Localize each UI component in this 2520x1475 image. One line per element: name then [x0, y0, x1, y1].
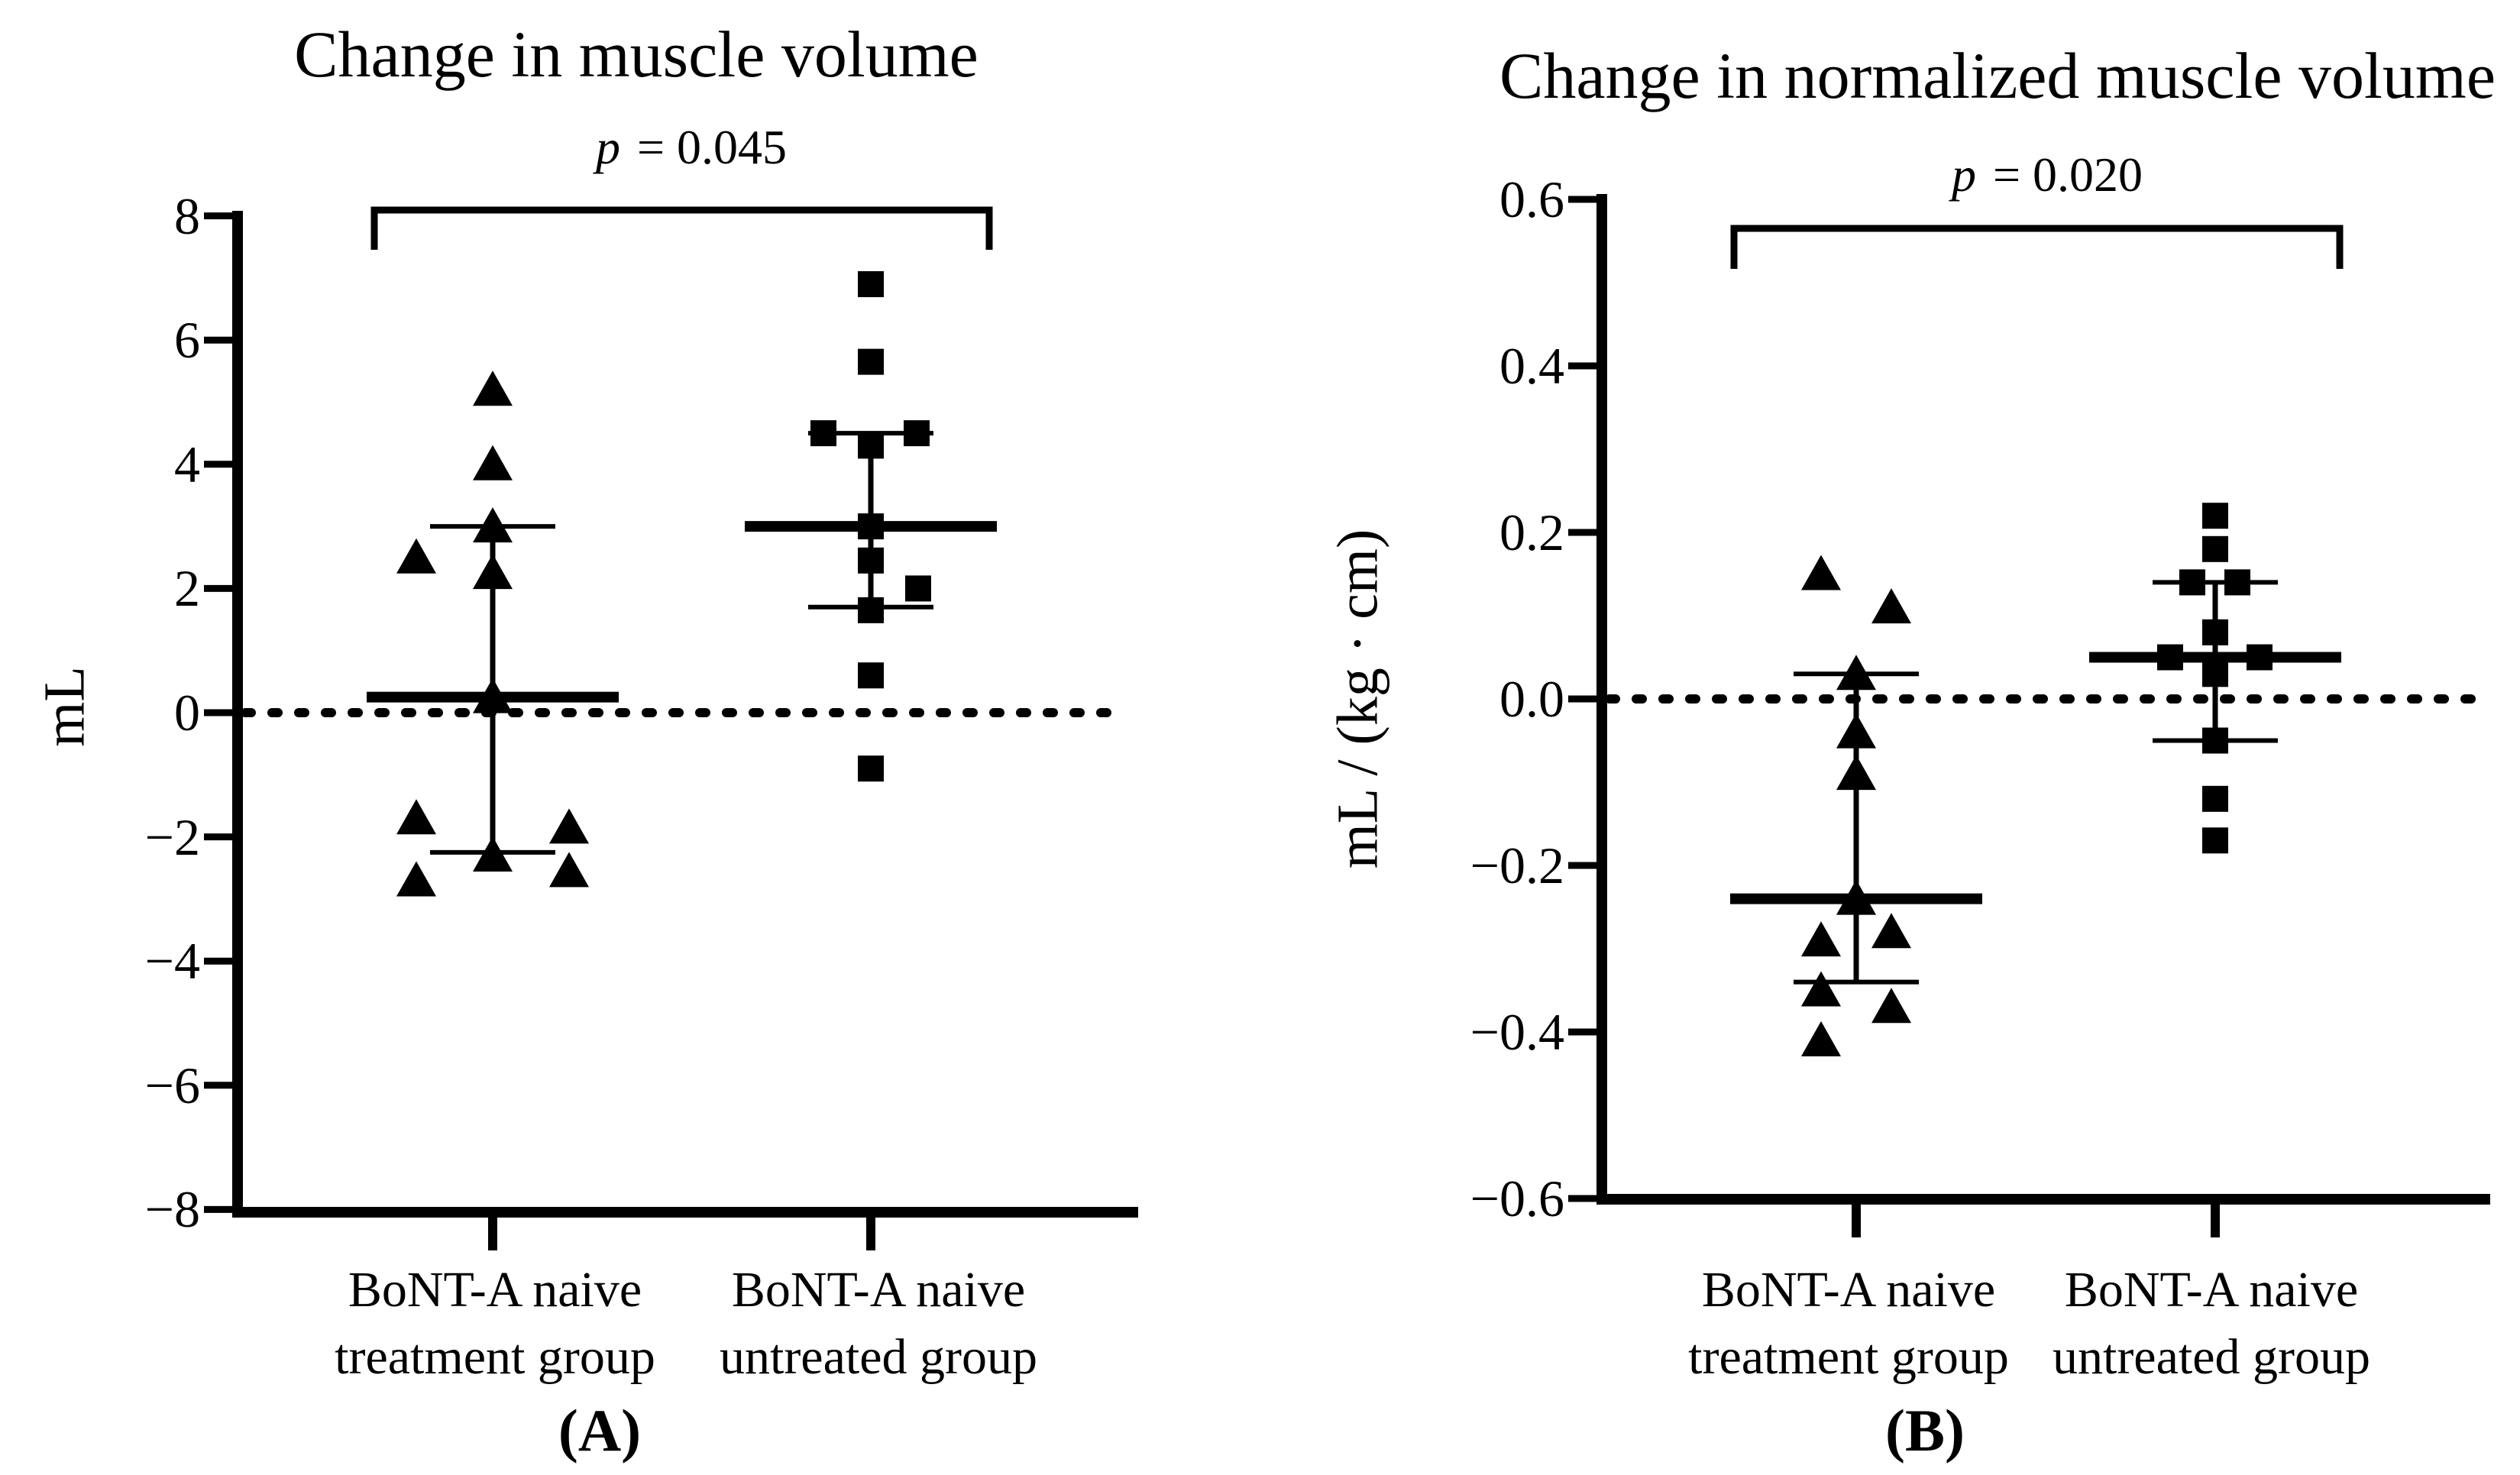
panel-b-title: Change in normalized muscle volume	[1499, 39, 2496, 112]
triangle-marker	[1801, 555, 1841, 590]
triangle-marker	[1801, 971, 1841, 1007]
square-marker	[858, 547, 884, 574]
significance-bracket	[1730, 225, 2344, 269]
group-label-line: BoNT-A naive	[731, 1262, 1026, 1318]
triangle-marker	[473, 445, 513, 480]
triangle-marker	[1836, 655, 1876, 691]
square-marker	[2202, 827, 2228, 854]
y-tick-label: 4	[174, 435, 200, 493]
square-marker	[904, 420, 930, 447]
significance-bracket	[370, 206, 993, 250]
y-tick-label: 0.4	[1499, 337, 1564, 395]
panel-a-group-label-untreated: BoNT-A naive untreated group	[626, 1257, 1131, 1391]
triangle-marker	[1836, 879, 1876, 915]
y-tick-label: −6	[144, 1056, 200, 1114]
square-marker	[2202, 785, 2228, 812]
triangle-marker	[1836, 713, 1876, 749]
square-marker	[2224, 569, 2250, 596]
p-variable: p	[1951, 147, 1976, 202]
group-label-line: treatment group	[335, 1329, 655, 1385]
square-marker	[905, 575, 931, 602]
panel-b-caption: (B)	[1885, 1397, 1965, 1464]
triangle-marker	[396, 799, 436, 835]
panel-b-pvalue: p = 0.020	[1818, 147, 2276, 202]
triangle-marker	[473, 507, 513, 543]
square-marker	[2202, 727, 2228, 754]
y-tick-label: 2	[174, 559, 200, 618]
square-marker	[2247, 644, 2273, 671]
panel-a-title: Change in muscle volume	[294, 18, 979, 91]
triangle-marker	[396, 538, 436, 574]
square-marker	[2202, 535, 2228, 562]
y-tick-label: −0.2	[1470, 836, 1564, 894]
p-comparison: = 0.020	[1980, 147, 2143, 202]
y-tick-label: −0.4	[1470, 1003, 1564, 1061]
square-marker	[2202, 503, 2228, 529]
triangle-marker	[549, 808, 589, 844]
triangle-marker	[473, 370, 513, 406]
panel-a-caption: (A)	[558, 1397, 642, 1464]
y-tick-label: 0.2	[1499, 503, 1564, 561]
square-marker	[858, 755, 884, 782]
square-marker	[858, 271, 884, 298]
group-label-line: BoNT-A naive	[2064, 1262, 2359, 1318]
p-comparison: = 0.045	[624, 120, 788, 174]
y-tick-label: 0	[174, 684, 200, 742]
y-tick-label: 0.6	[1499, 170, 1564, 228]
square-marker	[858, 513, 884, 540]
y-tick-label: 0.0	[1499, 670, 1564, 728]
triangle-marker	[1801, 921, 1841, 957]
triangle-marker	[1871, 913, 1911, 949]
triangle-marker	[473, 678, 513, 713]
triangle-marker	[1836, 755, 1876, 791]
y-tick-label: 6	[174, 311, 200, 370]
y-tick-label: −4	[144, 932, 200, 991]
panel-b-group-label-untreated: BoNT-A naive untreated group	[1959, 1257, 2463, 1391]
triangle-marker	[549, 852, 589, 888]
square-marker	[2179, 569, 2205, 596]
group-label-line: untreated group	[719, 1329, 1037, 1385]
triangle-marker	[396, 861, 436, 897]
square-marker	[2202, 661, 2228, 687]
y-tick-label: −2	[144, 807, 200, 866]
square-marker	[810, 420, 836, 447]
panel-a-pvalue: p = 0.045	[462, 120, 920, 174]
triangle-marker	[1871, 588, 1911, 624]
y-tick-label: 8	[174, 186, 200, 245]
triangle-marker	[1871, 988, 1911, 1024]
square-marker	[2157, 644, 2183, 671]
panel-a-y-axis-label: mL	[32, 666, 97, 747]
square-marker	[858, 348, 884, 375]
triangle-marker	[1801, 1021, 1841, 1056]
y-tick-label: −8	[144, 1180, 200, 1239]
y-tick-label: −0.6	[1470, 1169, 1564, 1228]
group-label-line: treatment group	[1688, 1329, 2009, 1385]
square-marker	[858, 597, 884, 623]
panel-a-group-label-treatment: BoNT-A naive treatment group	[243, 1257, 747, 1391]
group-label-line: untreated group	[2052, 1329, 2370, 1385]
panel-b-group-label-treatment: BoNT-A naive treatment group	[1596, 1257, 2101, 1391]
square-marker	[2202, 619, 2228, 645]
square-marker	[858, 662, 884, 689]
square-marker	[858, 432, 884, 459]
triangle-marker	[473, 836, 513, 872]
panel-b-y-axis-label: mL / (kg · cm)	[1325, 529, 1390, 869]
triangle-marker	[473, 554, 513, 590]
group-label-line: BoNT-A naive	[1701, 1262, 1996, 1318]
p-variable: p	[595, 120, 620, 174]
group-label-line: BoNT-A naive	[348, 1262, 642, 1318]
